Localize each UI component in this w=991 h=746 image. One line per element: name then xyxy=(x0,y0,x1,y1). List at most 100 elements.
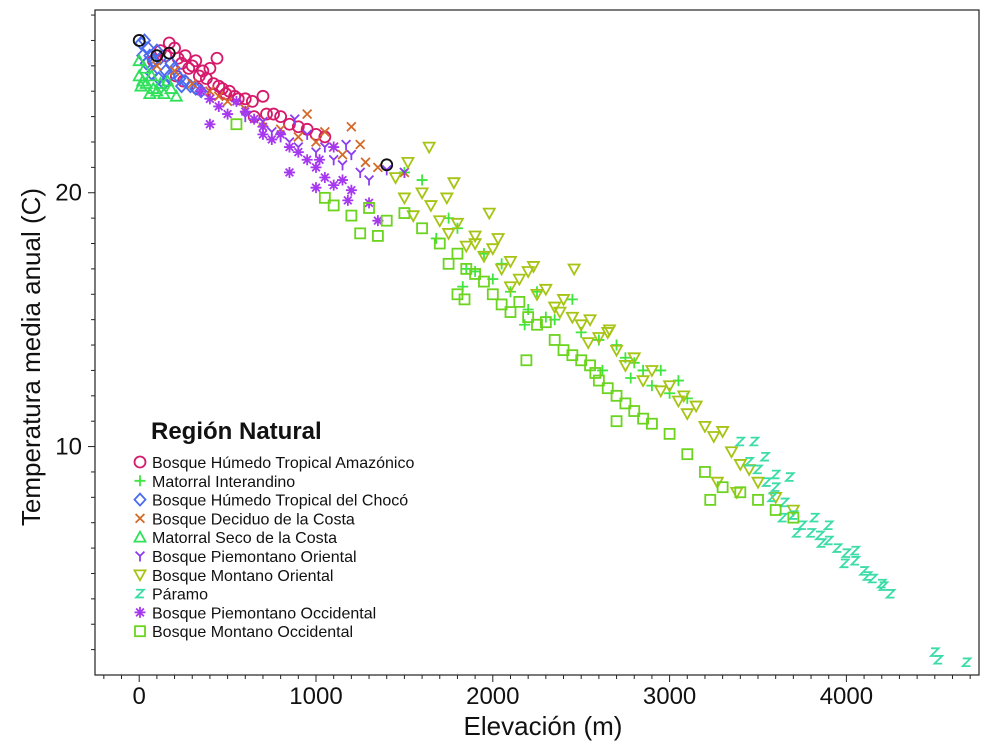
data-point xyxy=(248,113,260,125)
data-point xyxy=(310,161,322,173)
data-point xyxy=(822,535,835,546)
data-point xyxy=(526,261,541,274)
data-point xyxy=(592,374,605,387)
data-point xyxy=(189,54,203,68)
data-point xyxy=(494,263,509,277)
data-point xyxy=(602,324,617,338)
x-axis-title: Elevación (m) xyxy=(464,711,623,741)
data-point xyxy=(485,243,500,256)
legend-label: Bosque Húmedo Tropical del Chocó xyxy=(152,493,408,510)
data-point xyxy=(743,457,756,467)
data-point xyxy=(260,107,273,121)
data-point xyxy=(363,202,375,214)
data-point xyxy=(476,250,491,264)
data-point xyxy=(522,311,535,324)
data-point xyxy=(787,511,800,524)
data-point xyxy=(163,81,179,94)
data-point xyxy=(433,237,446,250)
data-point xyxy=(406,210,421,223)
data-point xyxy=(132,53,147,67)
data-point xyxy=(283,141,295,153)
data-point xyxy=(319,172,331,184)
data-point xyxy=(778,497,791,508)
x-tick-label: 2000 xyxy=(466,683,519,710)
data-point xyxy=(697,420,712,434)
data-point xyxy=(210,51,224,65)
data-point xyxy=(538,283,553,297)
legend-marker xyxy=(133,455,147,469)
data-point xyxy=(671,395,686,409)
data-point xyxy=(491,233,506,246)
data-point xyxy=(314,154,326,166)
data-point xyxy=(663,427,676,440)
data-point xyxy=(627,352,642,366)
data-point xyxy=(680,408,695,421)
data-point xyxy=(267,107,280,121)
data-point xyxy=(522,304,534,316)
data-point xyxy=(932,655,945,665)
legend-marker xyxy=(134,625,146,638)
legend-label: Matorral Seco de la Costa xyxy=(152,530,337,547)
data-point xyxy=(610,389,623,402)
data-point xyxy=(567,263,582,277)
data-point xyxy=(441,228,456,241)
data-point xyxy=(596,364,608,376)
x-tick-label: 1000 xyxy=(289,683,342,710)
data-point xyxy=(398,207,411,219)
data-point xyxy=(422,141,437,155)
data-point xyxy=(162,46,176,60)
data-point xyxy=(556,294,571,307)
data-point xyxy=(646,417,658,430)
data-point xyxy=(346,121,357,132)
x-axis: 0 1000 2000 3000 4000 xyxy=(103,675,971,710)
data-point xyxy=(589,367,602,379)
data-point xyxy=(319,126,330,137)
data-point xyxy=(319,142,330,153)
x-tick-label: 0 xyxy=(133,683,146,710)
data-point xyxy=(187,78,198,89)
data-point xyxy=(222,96,233,107)
data-point xyxy=(548,334,561,346)
data-point xyxy=(439,192,454,206)
data-point xyxy=(636,375,651,388)
data-point xyxy=(574,319,589,333)
data-point xyxy=(866,573,879,584)
data-point xyxy=(699,466,711,478)
x-tick-label: 3000 xyxy=(643,683,696,710)
legend-marker xyxy=(134,550,146,562)
legend-marker xyxy=(133,492,147,507)
data-point xyxy=(257,121,269,133)
data-point xyxy=(928,647,941,657)
data-point xyxy=(399,167,410,178)
data-point xyxy=(539,316,552,329)
data-point xyxy=(504,306,517,318)
data-point xyxy=(552,306,568,320)
data-point xyxy=(610,415,623,428)
data-point xyxy=(141,40,155,56)
data-point xyxy=(310,136,322,148)
data-point xyxy=(759,451,772,462)
x-tick-label: 4000 xyxy=(820,683,873,710)
data-point xyxy=(531,318,543,331)
data-point xyxy=(676,390,691,404)
data-point xyxy=(289,114,300,125)
data-point xyxy=(222,108,234,120)
data-point xyxy=(416,222,428,235)
data-point xyxy=(423,200,438,213)
data-point xyxy=(144,68,159,82)
data-point xyxy=(239,106,251,118)
data-point xyxy=(174,78,189,94)
data-point xyxy=(808,512,821,523)
data-point xyxy=(230,95,242,107)
data-point xyxy=(960,657,973,668)
data-point xyxy=(815,538,828,548)
legend-title: Región Natural xyxy=(151,418,322,445)
data-point xyxy=(442,257,455,270)
data-point xyxy=(751,464,765,475)
y-tick-label: 20 xyxy=(55,180,82,207)
data-point xyxy=(681,448,694,461)
data-point xyxy=(653,385,668,399)
legend-label: Páramo xyxy=(152,587,208,604)
data-point xyxy=(400,156,415,170)
data-point xyxy=(495,298,508,311)
